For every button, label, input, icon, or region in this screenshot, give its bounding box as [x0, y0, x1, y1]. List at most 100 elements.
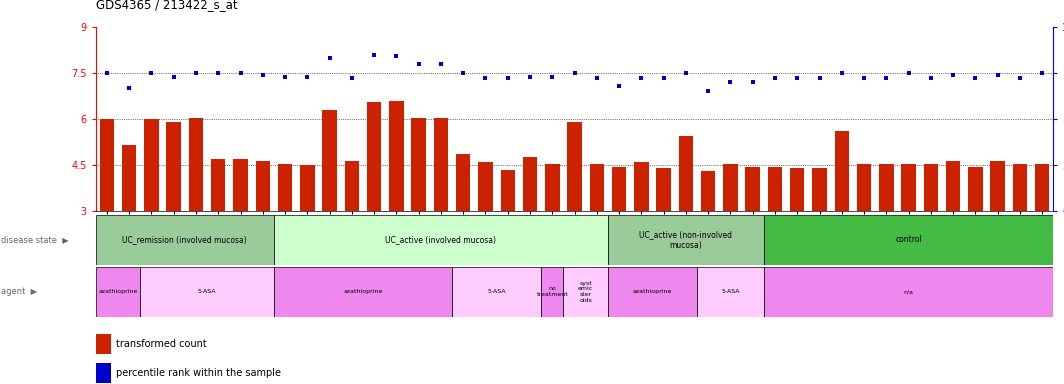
Bar	[122, 145, 136, 211]
Bar	[789, 168, 804, 211]
Point	[454, 70, 471, 76]
Text: azathioprine: azathioprine	[344, 289, 383, 295]
Text: syst
emic
ster
oids: syst emic ster oids	[578, 281, 594, 303]
Point	[990, 72, 1007, 78]
Bar	[96, 334, 111, 354]
Bar	[567, 122, 582, 211]
Text: percentile rank within the sample: percentile rank within the sample	[116, 368, 281, 378]
Bar	[322, 110, 337, 211]
Bar	[857, 164, 871, 211]
Bar	[389, 101, 403, 211]
Bar	[634, 162, 649, 211]
Point	[521, 74, 538, 80]
Bar	[701, 171, 715, 211]
Bar	[166, 122, 181, 211]
Point	[388, 53, 405, 60]
Text: 5-ASA: 5-ASA	[487, 289, 505, 295]
Text: 5-ASA: 5-ASA	[198, 289, 216, 295]
Text: n/a: n/a	[903, 289, 914, 295]
Bar	[542, 267, 564, 317]
Point	[165, 74, 182, 80]
Bar	[608, 215, 764, 265]
Bar	[564, 267, 608, 317]
Point	[811, 75, 828, 81]
Bar	[924, 164, 938, 211]
Bar	[522, 157, 537, 211]
Bar	[812, 168, 827, 211]
Point	[967, 75, 984, 81]
Bar	[991, 161, 1004, 211]
Bar	[145, 119, 159, 211]
Point	[566, 70, 583, 76]
Text: 5-ASA: 5-ASA	[721, 289, 739, 295]
Text: transformed count: transformed count	[116, 339, 207, 349]
Text: agent  ▶: agent ▶	[1, 287, 37, 296]
Text: azathioprine: azathioprine	[633, 289, 672, 295]
Text: disease state  ▶: disease state ▶	[1, 235, 69, 245]
Point	[945, 72, 962, 78]
Bar	[697, 267, 764, 317]
Point	[766, 75, 783, 81]
Bar	[456, 154, 470, 211]
Bar	[746, 167, 760, 211]
Point	[120, 84, 137, 91]
Bar	[478, 162, 493, 211]
Point	[855, 75, 872, 81]
Point	[1012, 75, 1029, 81]
Point	[1034, 70, 1051, 76]
Point	[477, 75, 494, 81]
Bar	[300, 165, 315, 211]
Bar	[768, 167, 782, 211]
Point	[700, 88, 717, 94]
Point	[878, 75, 895, 81]
Bar	[140, 267, 273, 317]
Bar	[255, 161, 270, 211]
Bar	[452, 267, 542, 317]
Point	[98, 70, 115, 76]
Bar	[764, 215, 1053, 265]
Text: GDS4365 / 213422_s_at: GDS4365 / 213422_s_at	[96, 0, 237, 12]
Bar	[500, 170, 515, 211]
Point	[544, 74, 561, 80]
Point	[187, 70, 204, 76]
Bar	[233, 159, 248, 211]
Bar	[345, 161, 359, 211]
Text: no
treatment: no treatment	[536, 286, 568, 297]
Point	[232, 70, 249, 76]
Bar	[96, 267, 140, 317]
Bar	[679, 136, 693, 211]
Bar	[100, 119, 114, 211]
Bar	[946, 161, 961, 211]
Bar	[545, 164, 560, 211]
Bar	[834, 131, 849, 211]
Bar	[273, 215, 608, 265]
Bar	[412, 118, 426, 211]
Point	[321, 55, 338, 61]
Point	[277, 74, 294, 80]
Bar	[901, 164, 916, 211]
Bar	[968, 167, 983, 211]
Point	[254, 72, 271, 78]
Bar	[211, 159, 226, 211]
Point	[922, 75, 940, 81]
Text: azathioprine: azathioprine	[98, 289, 137, 295]
Bar	[724, 164, 737, 211]
Bar	[608, 267, 697, 317]
Bar	[278, 164, 293, 211]
Point	[900, 70, 917, 76]
Bar	[1013, 164, 1027, 211]
Text: UC_active (involved mucosa): UC_active (involved mucosa)	[385, 235, 497, 245]
Text: UC_remission (involved mucosa): UC_remission (involved mucosa)	[122, 235, 247, 245]
Point	[344, 75, 361, 81]
Point	[788, 75, 805, 81]
Bar	[764, 267, 1053, 317]
Point	[588, 75, 605, 81]
Point	[655, 75, 672, 81]
Bar	[96, 215, 273, 265]
Bar	[96, 363, 111, 383]
Point	[678, 70, 695, 76]
Point	[833, 70, 850, 76]
Point	[611, 83, 628, 89]
Bar	[612, 167, 627, 211]
Point	[366, 51, 383, 58]
